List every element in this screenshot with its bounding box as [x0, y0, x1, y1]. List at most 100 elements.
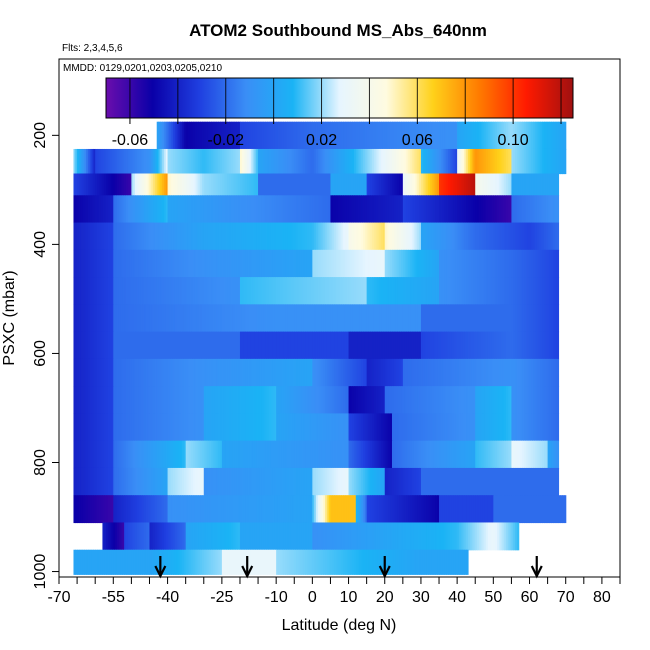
- heatmap-cell: [176, 173, 180, 196]
- heatmap-cell: [122, 222, 125, 251]
- heatmap-cell: [321, 121, 324, 150]
- heatmap-cell: [256, 467, 259, 496]
- heatmap-cell: [334, 249, 337, 278]
- heatmap-cell: [301, 304, 304, 333]
- heatmap-cell: [140, 549, 143, 575]
- x-tick-label: 40: [448, 589, 466, 606]
- heatmap-cell: [317, 467, 321, 496]
- heatmap-cell: [261, 386, 265, 415]
- heatmap-cell: [549, 495, 552, 524]
- heatmap-cell: [87, 304, 91, 333]
- heatmap-cell: [361, 522, 364, 551]
- heatmap-cell: [363, 121, 366, 150]
- heatmap-cell: [563, 495, 567, 524]
- heatmap-cell: [279, 467, 283, 496]
- heatmap-cell: [153, 522, 156, 551]
- heatmap-cell: [131, 173, 134, 196]
- heatmap-cell: [84, 148, 87, 175]
- heatmap-cell: [216, 440, 219, 469]
- heatmap-cell: [446, 222, 449, 251]
- heatmap-cell: [433, 304, 437, 333]
- heatmap-cell: [372, 413, 375, 442]
- heatmap-cell: [116, 222, 120, 251]
- heatmap-cell: [187, 249, 190, 278]
- heatmap-cell: [382, 467, 386, 496]
- heatmap-cell: [536, 440, 540, 469]
- heatmap-cell: [220, 277, 223, 305]
- heatmap-cell: [247, 148, 250, 175]
- heatmap-cell: [379, 148, 382, 175]
- heatmap-cell: [277, 440, 281, 469]
- heatmap-cell: [482, 304, 485, 333]
- heatmap-cell: [287, 495, 290, 524]
- heatmap-cell: [469, 413, 473, 442]
- heatmap-cell: [549, 413, 552, 442]
- heatmap-cell: [363, 222, 366, 251]
- heatmap-cell: [431, 440, 435, 469]
- heatmap-cell: [368, 222, 371, 251]
- heatmap-cell: [107, 467, 111, 496]
- heatmap-cell: [330, 249, 333, 278]
- heatmap-cell: [249, 549, 252, 575]
- heatmap-cell: [310, 467, 313, 496]
- heatmap-cell: [104, 222, 107, 251]
- heatmap-cell: [111, 331, 114, 360]
- heatmap-cell: [267, 358, 270, 387]
- heatmap-cell: [504, 440, 507, 469]
- heatmap-cell: [334, 358, 337, 387]
- heatmap-cell: [424, 467, 427, 496]
- heatmap-cell: [361, 358, 364, 387]
- heatmap-cell: [267, 121, 270, 150]
- heatmap-cell: [462, 549, 465, 575]
- heatmap-cell: [131, 467, 134, 496]
- heatmap-cell: [458, 249, 462, 278]
- heatmap-cell: [317, 121, 321, 150]
- heatmap-cell: [326, 331, 330, 360]
- heatmap-cell: [462, 331, 465, 360]
- heatmap-cell: [106, 249, 109, 278]
- heatmap-cell: [173, 222, 176, 251]
- heatmap-cell: [256, 195, 259, 224]
- heatmap-cell: [330, 222, 333, 251]
- heatmap-cell: [315, 522, 319, 551]
- heatmap-cell: [287, 549, 290, 575]
- heatmap-cell: [158, 148, 161, 175]
- heatmap-cell: [522, 467, 525, 496]
- x-tick-label: 60: [521, 589, 539, 606]
- heatmap-cell: [397, 277, 400, 305]
- heatmap-cell: [480, 495, 484, 524]
- heatmap-cell: [265, 304, 268, 333]
- heatmap-cell: [507, 358, 511, 387]
- heatmap-cell: [107, 331, 111, 360]
- heatmap-cell: [381, 440, 384, 469]
- heatmap-cell: [516, 386, 520, 415]
- heatmap-cell: [393, 222, 397, 251]
- heatmap-cell: [343, 495, 346, 524]
- heatmap-cell: [355, 440, 359, 469]
- heatmap-cell: [259, 249, 263, 278]
- heatmap-cell: [448, 467, 451, 496]
- heatmap-cell: [296, 304, 299, 333]
- heatmap-cell: [337, 549, 341, 575]
- heatmap-cell: [357, 386, 361, 415]
- heatmap-cell: [328, 173, 332, 196]
- heatmap-cell: [109, 467, 113, 496]
- heatmap-cell: [182, 222, 185, 251]
- heatmap-cell: [118, 522, 122, 551]
- heatmap-cell: [511, 358, 514, 387]
- heatmap-cell: [80, 173, 84, 196]
- heatmap-cell: [104, 549, 107, 575]
- heatmap-cell: [534, 386, 538, 415]
- heatmap-cell: [473, 121, 476, 150]
- heatmap-cell: [478, 358, 482, 387]
- heatmap-cell: [196, 413, 199, 442]
- heatmap-cell: [422, 121, 426, 150]
- heatmap-cell: [424, 386, 427, 415]
- heatmap-cell: [382, 148, 386, 175]
- heatmap-cell: [556, 121, 560, 150]
- heatmap-cell: [153, 386, 156, 415]
- heatmap-cell: [391, 386, 395, 415]
- heatmap-cell: [203, 195, 207, 224]
- heatmap-cell: [439, 522, 442, 551]
- heatmap-cell: [469, 249, 473, 278]
